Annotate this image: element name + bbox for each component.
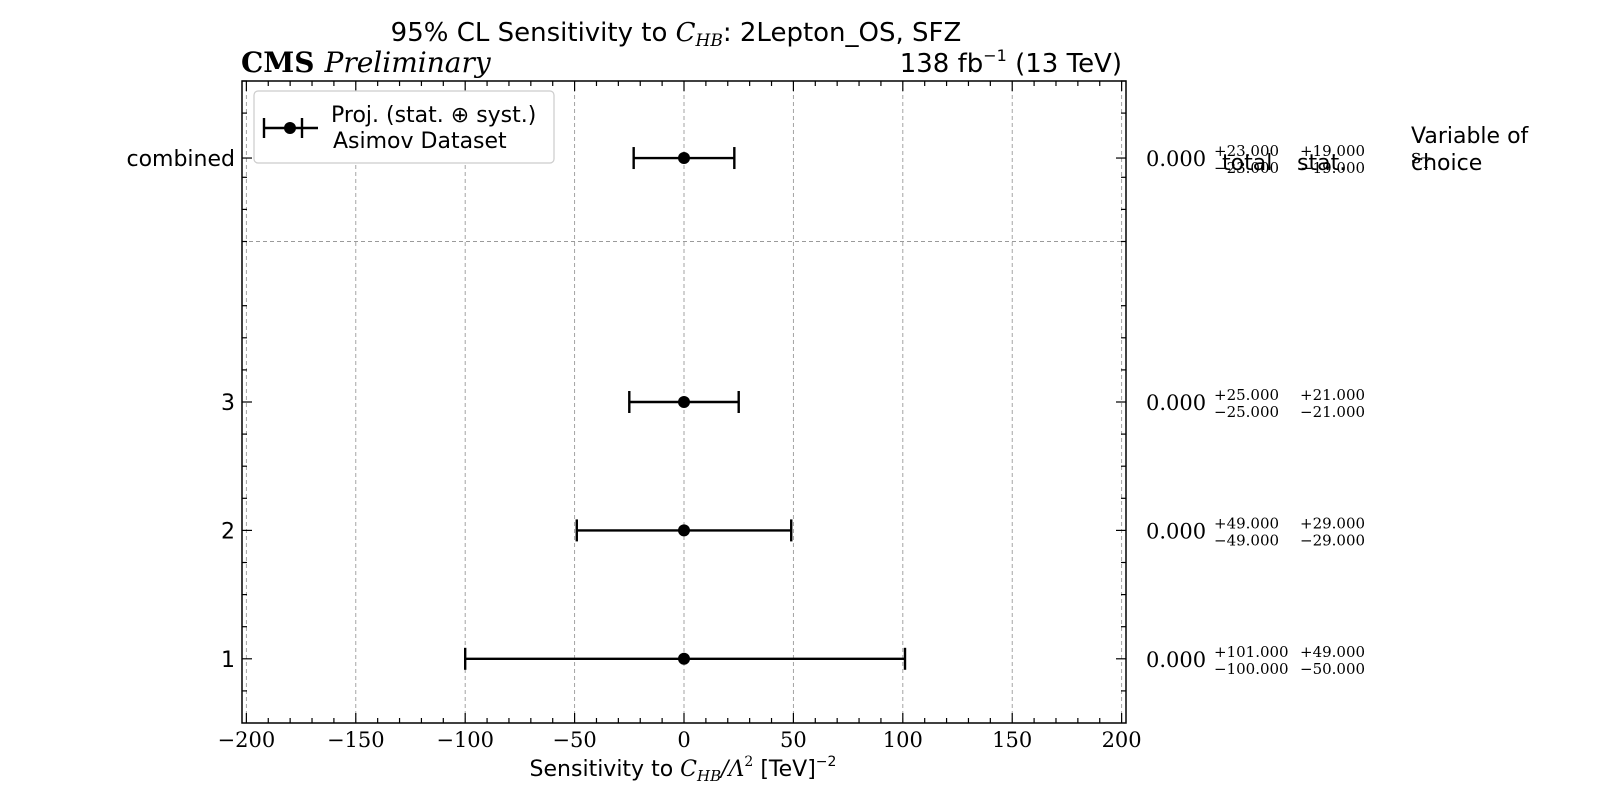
lumi-label: 138 fb−1 (13 TeV) [900,46,1122,79]
legend-label-line2: Asimov Dataset [333,129,507,154]
header-stat: stat. [1297,151,1346,176]
chart-title: 95% CL Sensitivity to CHB: 2Lepton_OS, S… [391,18,962,51]
center-value: 0.000 [1146,147,1206,171]
axis-ticks [242,80,1126,723]
data-point [678,652,690,665]
data-point [678,152,690,165]
value-table: 0.000 +23.000−23.000 +19.000−19.000 0.000 +2… [1146,142,1365,678]
x-tick-label: −200 [218,728,276,752]
stat-plus: +19.000 [1300,142,1365,160]
legend-marker-icon [262,118,318,138]
grid-lines [245,81,1123,723]
stat-plus: +29.000 [1300,514,1365,532]
variable-of-choice: sT [1411,144,1431,172]
y-tick-labels: combined 3 2 1 [126,147,235,673]
x-tick-label: 0 [677,728,690,752]
center-value: 0.000 [1146,519,1206,543]
total-minus: −23.000 [1214,159,1279,177]
x-tick-label: 200 [1102,728,1142,752]
legend-label-line1: Proj. (stat. ⊕ syst.) [331,103,536,128]
x-tick-label: 50 [780,728,807,752]
total-plus: +49.000 [1214,514,1279,532]
total-plus: +101.000 [1214,643,1289,661]
total-minus: −100.000 [1214,660,1289,678]
stat-plus: +21.000 [1300,386,1365,404]
x-tick-label: 150 [992,728,1032,752]
stat-minus: −19.000 [1300,159,1365,177]
total-plus: +25.000 [1214,386,1279,404]
x-tick-label: 100 [883,728,923,752]
stat-minus: −29.000 [1300,531,1365,549]
header-variable-line2: choice [1411,151,1482,176]
total-minus: −25.000 [1214,403,1279,421]
x-axis-label: Sensitivity to CHB/Λ2 [TeV]−2 [530,754,837,785]
stat-minus: −21.000 [1300,403,1365,421]
x-tick-label: −50 [552,728,596,752]
data-point [678,524,690,537]
cms-label: CMS Preliminary [241,46,492,79]
x-tick-label: −100 [436,728,494,752]
total-plus: +23.000 [1214,142,1279,160]
legend: Proj. (stat. ⊕ syst.) Asimov Dataset [253,90,555,164]
x-tick-label: −150 [327,728,385,752]
y-tick-label: 2 [221,519,235,544]
y-tick-label: 1 [221,648,235,673]
legend-box [253,90,555,164]
total-minus: −49.000 [1214,531,1279,549]
header-variable-line1: Variable of [1411,124,1530,149]
header-total: total [1222,151,1272,176]
center-value: 0.000 [1146,391,1206,415]
y-tick-label: combined [126,147,235,172]
x-tick-labels: −200 −150 −100 −50 0 50 100 150 200 [218,728,1142,752]
center-value: 0.000 [1146,648,1206,672]
stat-minus: −50.000 [1300,660,1365,678]
error-bars [463,147,907,670]
y-tick-label: 3 [221,391,235,416]
data-point [678,396,690,408]
stat-plus: +49.000 [1300,643,1365,661]
